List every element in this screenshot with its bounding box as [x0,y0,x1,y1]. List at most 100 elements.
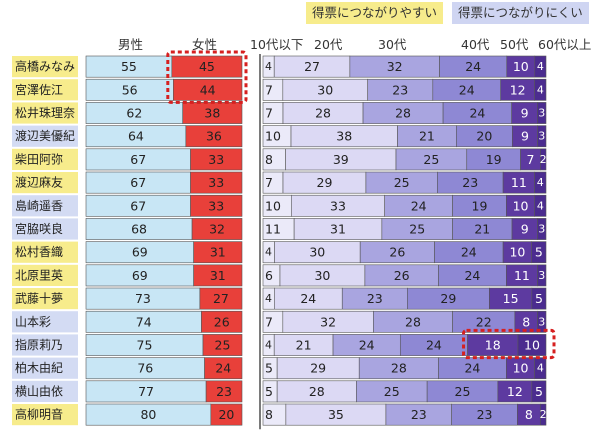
age-value-label: 21 [474,222,490,237]
age-value-label: 20 [476,129,492,144]
age-bar-5 [534,55,547,78]
age-value-label: 24 [461,245,477,260]
age-value-label: 23 [367,291,383,306]
age-value-label: 5 [535,384,543,399]
age-value-label: 26 [389,245,405,260]
male-value-label: 67 [130,198,146,213]
age-value-label: 11 [265,222,281,237]
age-value-label: 27 [304,59,320,74]
age-bar-5 [534,357,547,380]
age-value-label: 2 [540,153,547,166]
name-label-box [12,56,78,78]
age-value-label: 11 [511,175,527,190]
age-value-label: 7 [265,175,273,190]
female-value-label: 33 [208,198,224,213]
female-value-label: 32 [209,222,225,237]
age-value-label: 39 [333,152,349,167]
female-value-label: 25 [215,338,231,353]
name-label: 松村香織 [15,245,63,259]
age-value-label: 3 [538,269,545,282]
female-value-label: 33 [208,175,224,190]
name-label: 宮脇咲良 [15,221,63,236]
name-label: 武藤十夢 [15,292,63,306]
female-bar [193,241,243,264]
male-value-label: 69 [132,268,148,283]
male-value-label: 68 [131,222,147,237]
female-bar [205,380,243,403]
age-value-label: 18 [485,338,501,353]
name-label: 渡辺麻友 [15,175,63,190]
age-value-label: 9 [521,106,529,121]
age-value-label: 30 [314,268,330,283]
name-label: 北原里英 [15,268,63,282]
name-label-box [12,380,78,402]
name-label-box [12,334,78,356]
age-bar-5 [534,171,547,194]
age-value-label: 24 [465,59,481,74]
female-value-label: 45 [199,59,215,74]
female-value-label: 33 [208,152,224,167]
female-value-label: 38 [204,106,220,121]
age-bar-5 [534,194,547,217]
age-value-label: 22 [476,314,492,329]
male-value-label: 64 [128,129,144,144]
name-label-box [12,102,78,124]
age-value-label: 7 [265,106,273,121]
age-value-label: 33 [330,198,346,213]
header-female: 女性 [192,37,218,52]
age-value-label: 28 [395,106,411,121]
name-label: 柴田阿弥 [15,151,63,166]
age-value-label: 25 [409,222,425,237]
age-value-label: 12 [507,384,523,399]
age-bar-5 [531,241,547,264]
age-value-label: 10 [513,198,529,213]
female-bar [173,78,243,101]
age-value-label: 6 [265,268,273,283]
name-label-box [12,288,78,310]
age-value-label: 35 [328,407,344,422]
age-value-label: 25 [423,152,439,167]
age-value-label: 7 [265,314,273,329]
name-label: 柏木由紀 [15,360,63,375]
female-bar [190,171,243,194]
header-age-40s: 40代 [461,37,490,52]
female-bar [201,310,243,333]
age-value-label: 24 [464,268,480,283]
age-value-label: 4 [537,362,544,375]
female-value-label: 27 [213,291,229,306]
male-value-label: 75 [137,338,153,353]
age-value-label: 10 [513,361,529,376]
age-value-label: 24 [464,361,480,376]
age-value-label: 9 [521,222,529,237]
age-value-label: 8 [265,407,273,422]
header-age-60s: 60代以上 [538,37,592,52]
male-value-label: 69 [132,245,148,260]
age-value-label: 28 [405,314,421,329]
name-label-box [12,241,78,263]
name-label: 横山由依 [15,383,63,398]
name-label: 宮澤佐江 [15,82,63,97]
age-value-label: 30 [309,245,325,260]
age-value-label: 10 [513,59,529,74]
name-label-box [12,79,78,101]
age-value-label: 4 [537,199,544,212]
male-value-label: 55 [121,59,137,74]
age-value-label: 24 [459,82,475,97]
age-value-label: 29 [440,291,456,306]
age-bar-5 [531,287,547,310]
name-label-box [12,195,78,217]
age-bar-5 [517,334,547,356]
age-value-label: 8 [522,314,530,329]
age-value-label: 30 [317,82,333,97]
age-value-label: 19 [486,152,502,167]
age-value-label: 23 [477,407,493,422]
age-value-label: 3 [538,315,545,328]
male-value-label: 67 [130,175,146,190]
header-age-30s: 30代 [378,37,407,52]
age-value-label: 5 [265,361,273,376]
highlight-box-female [166,50,248,104]
female-bar [191,218,243,240]
age-value-label: 4 [265,339,272,352]
age-value-label: 3 [538,223,545,236]
